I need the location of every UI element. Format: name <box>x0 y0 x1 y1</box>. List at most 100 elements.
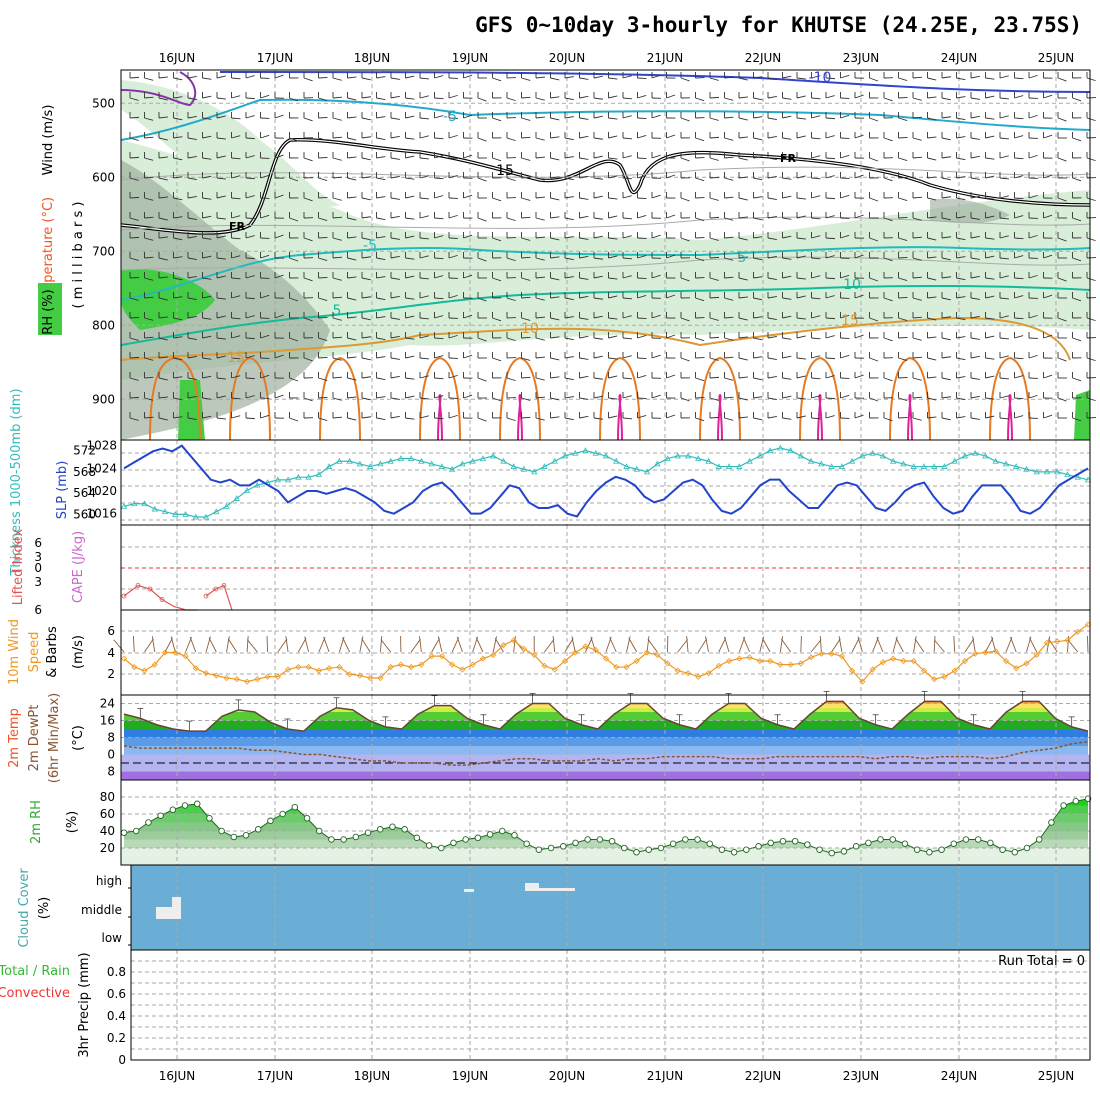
rh2m-point <box>511 832 518 839</box>
wind-barb <box>347 76 357 79</box>
wind-barb <box>550 416 560 419</box>
wind-barb <box>187 217 197 221</box>
wind10-barb <box>705 636 709 653</box>
wind-barb <box>1057 237 1067 242</box>
wind10-barb <box>297 637 307 653</box>
wind-barb <box>1014 277 1024 280</box>
rh2m-point <box>791 837 799 845</box>
warm-lobe-inner <box>1007 393 1013 441</box>
wind10-barb <box>779 636 784 653</box>
wind-barb <box>695 377 705 382</box>
wind-barb <box>216 355 226 359</box>
wind-barb <box>202 237 212 240</box>
wind-barb <box>782 315 792 319</box>
rh2m-point <box>1084 795 1092 802</box>
wind-barb <box>985 135 995 139</box>
wind-barb <box>912 337 922 341</box>
thickness-point <box>838 463 846 469</box>
wind-barb <box>854 374 864 379</box>
wind-barb <box>202 295 212 299</box>
wind-barb <box>521 416 531 419</box>
wind10-barb <box>170 636 176 653</box>
wind-barb <box>999 355 1009 359</box>
wind-barb <box>1057 117 1067 122</box>
wind-barb <box>506 377 516 382</box>
wind10-point <box>305 664 312 671</box>
wind-barb <box>912 177 922 181</box>
wind-barb <box>419 397 429 400</box>
rh-green-patch-3 <box>1074 390 1090 440</box>
wind-barb <box>419 317 429 320</box>
warm-lobe <box>499 356 541 441</box>
wind-barb <box>202 415 212 419</box>
wind-barb <box>753 116 763 119</box>
wind-barb <box>1086 277 1096 282</box>
wind10-point <box>551 666 558 673</box>
wind-barb <box>985 357 995 360</box>
wind10-barb <box>810 639 822 653</box>
wind-barb <box>753 156 763 159</box>
wind-barb <box>593 235 603 239</box>
rh2m-point <box>816 846 823 853</box>
wind-barb <box>796 295 806 299</box>
wind-barb <box>245 377 256 380</box>
wind-barb <box>738 136 748 139</box>
wind-barb <box>173 216 183 219</box>
wind-barb <box>666 134 676 139</box>
wind-barb <box>608 77 618 80</box>
wind-barb <box>782 337 792 340</box>
wind-barb <box>231 397 241 400</box>
wind-barb <box>550 237 560 241</box>
rh2m-point <box>1072 798 1080 805</box>
wind-barb <box>347 396 357 399</box>
wind-barb <box>405 115 415 119</box>
wind-barb <box>593 257 603 260</box>
wind-barb <box>956 336 966 339</box>
run-total-label: Run Total = 0 <box>998 954 1085 969</box>
thickness-point <box>131 500 138 507</box>
wind-barb <box>129 97 139 101</box>
wind-barb <box>985 335 995 339</box>
wind10-barb <box>552 636 556 653</box>
cloud-tick: low <box>102 931 123 945</box>
wind-barb <box>709 376 720 379</box>
wind-barb <box>608 335 618 339</box>
precip-tick: 0.6 <box>107 987 126 1001</box>
wind-barb <box>448 254 458 259</box>
wind10-barb <box>953 635 956 653</box>
wind-barb <box>419 357 429 360</box>
wind-barb <box>129 116 140 119</box>
thickness-point <box>684 452 692 459</box>
wind-barb <box>941 116 951 119</box>
wind-barb <box>158 156 168 159</box>
thickness-point <box>428 460 435 467</box>
wind-barb <box>738 256 748 259</box>
wind-barb <box>187 257 197 261</box>
wind-barb <box>361 317 371 321</box>
wind-barb <box>506 257 516 262</box>
wind-barb <box>1057 397 1067 402</box>
wind-barb <box>637 95 647 99</box>
wind-barb <box>767 175 777 179</box>
wind-barb <box>129 316 140 319</box>
wind-barb <box>448 294 458 299</box>
wind-barb <box>796 135 806 139</box>
wind-barb <box>637 135 647 139</box>
wind-barb <box>390 175 400 179</box>
day-label-bottom: 20JUN <box>549 1069 586 1083</box>
wind-barb <box>840 394 850 399</box>
wind10-point <box>285 666 292 673</box>
rh2m-point <box>291 803 299 811</box>
day-label-top: 22JUN <box>745 51 782 65</box>
wind-barb <box>796 215 806 219</box>
wind-barb <box>231 415 241 419</box>
wind-barb <box>521 376 531 379</box>
wind-barb <box>608 375 618 379</box>
wind-barb <box>535 337 545 341</box>
thickness-point <box>541 463 548 469</box>
wind-barb <box>405 97 415 100</box>
wind-barb <box>724 257 734 261</box>
wind10-point <box>982 649 989 656</box>
wind10-point <box>141 667 148 674</box>
wind-barb <box>999 155 1009 159</box>
